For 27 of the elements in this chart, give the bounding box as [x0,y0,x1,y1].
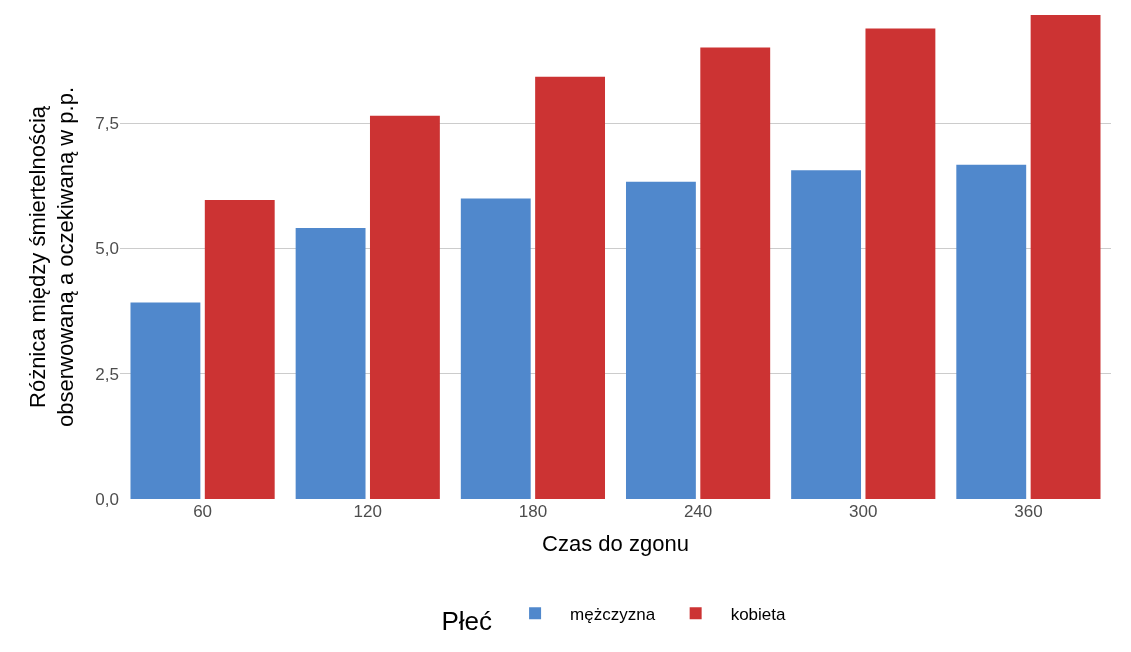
x-tick-label: 300 [849,502,878,521]
bar [369,115,440,499]
y-tick-label: 0,0 [95,489,119,509]
x-tick-label: 360 [1014,502,1043,521]
bar [295,227,366,499]
y-axis-title: Różnica między śmiertelnością obserwowaną a oczekiwaną w p.p. [24,87,79,427]
legend-title: Płeć [441,605,493,636]
bar [625,181,696,499]
x-axis-title: Czas do zgonu [542,530,689,556]
x-tick-label: 180 [518,502,548,521]
y-tick-label: 2,5 [95,364,119,384]
bar [865,28,936,499]
bar [460,198,531,499]
bar [700,47,771,499]
bar [956,164,1027,499]
bar [1030,15,1101,499]
bar [130,302,201,499]
x-tick-label: 60 [193,502,213,521]
x-tick-label: 240 [683,502,713,521]
bar [791,170,862,499]
legend-label: mężczyzna [570,604,656,624]
y-tick-label: 5,0 [95,239,119,259]
x-tick-label: 120 [353,502,382,521]
bar [204,199,275,499]
bar [535,76,606,499]
legend-label: kobieta [730,604,787,624]
y-tick-label: 7,5 [95,114,119,134]
